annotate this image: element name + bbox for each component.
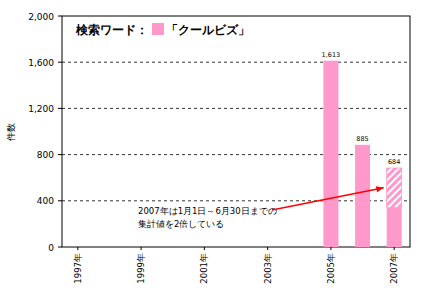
x-tick-label: 1999年 (136, 253, 146, 284)
bar-measured (260, 247, 275, 248)
chart: 0 400 800 1,200 1,600 2,000 件数 1997年 1999年 2001年 2… (0, 0, 426, 298)
y-tick (58, 200, 62, 201)
annotation-arrowhead (376, 186, 384, 192)
bar-measured (387, 207, 402, 247)
y-tick (58, 108, 62, 109)
grid-line (62, 62, 410, 63)
data-label: 1,613 (322, 51, 341, 59)
x-tick-label: 2001年 (199, 253, 209, 284)
y-tick-label: 800 (37, 150, 54, 160)
bar-measured (323, 61, 338, 247)
bar-value (165, 247, 180, 248)
bar-value (102, 247, 117, 248)
x-tick-label: 2007年 (389, 253, 399, 284)
x-tick (267, 247, 268, 250)
x-tick (330, 247, 331, 250)
bar-measured (229, 247, 244, 248)
bar-measured (165, 247, 180, 248)
x-tick-label: 2005年 (326, 253, 336, 284)
y-tick (58, 154, 62, 155)
y-tick (58, 16, 62, 17)
annotation-arrow (272, 188, 384, 210)
legend-swatch (152, 23, 164, 35)
bar-measured (70, 247, 85, 248)
bar-measured (355, 145, 370, 247)
y-tick-label: 0 (48, 243, 54, 253)
bar-value (134, 247, 149, 248)
x-tick (77, 247, 78, 250)
y-tick-label: 400 (37, 196, 54, 206)
y-tick (58, 62, 62, 63)
x-tick (394, 247, 395, 250)
bar-value (292, 247, 307, 248)
x-tick-label: 1997年 (73, 253, 83, 284)
grid-line (62, 108, 410, 109)
x-tick-label: 2003年 (263, 253, 273, 284)
plot-frame (62, 16, 410, 247)
bar-measured (102, 247, 117, 248)
bar-extrapolated (387, 168, 402, 208)
bar-value (355, 144, 370, 145)
legend-label: 「クールビズ」 (166, 23, 250, 37)
x-tick (141, 247, 142, 250)
bar-measured (134, 247, 149, 248)
annotation-text: 集計値を2倍している (138, 219, 224, 229)
y-tick-label: 1,200 (28, 104, 54, 114)
y-tick-label: 1,600 (28, 58, 54, 68)
annotation-text: 2007年は1月1日～6月30日までの (138, 206, 277, 216)
data-label: 885 (356, 135, 368, 143)
title: 検索ワード： (75, 23, 148, 37)
y-tick (58, 247, 62, 248)
bar-value (70, 247, 85, 248)
bar-value (260, 247, 275, 248)
y-tick-label: 2,000 (28, 12, 54, 22)
bar-measured (197, 247, 212, 248)
x-tick (204, 247, 205, 250)
data-label: 684 (388, 158, 400, 166)
y-axis-label: 件数 (6, 123, 16, 141)
bar-measured (292, 247, 307, 248)
bar-value (229, 247, 244, 248)
bar-value (323, 60, 338, 61)
bar-value (197, 247, 212, 248)
